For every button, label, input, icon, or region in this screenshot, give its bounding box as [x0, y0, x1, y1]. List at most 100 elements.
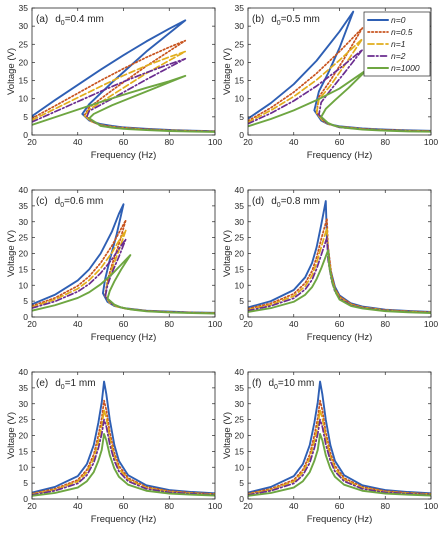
series-group	[32, 203, 215, 315]
series-line	[248, 380, 431, 495]
panel-label: (d) d0=0.8 mm	[252, 196, 320, 209]
x-tick-label: 100	[208, 319, 222, 329]
x-axis-label: Frequency (Hz)	[307, 150, 372, 161]
x-tick-label: 60	[119, 501, 129, 511]
param-subscript: 0	[274, 384, 278, 391]
param-subscript: 0	[60, 202, 64, 209]
panel-label: (a) d0=0.4 mm	[36, 14, 104, 27]
y-tick-label: 20	[235, 249, 245, 259]
legend-label: n=0.5	[391, 27, 413, 37]
x-tick-label: 40	[73, 501, 83, 511]
series-group	[248, 380, 431, 497]
y-tick-label: 0	[239, 130, 244, 140]
y-tick-label: 40	[235, 367, 245, 377]
y-tick-label: 35	[19, 383, 29, 393]
y-tick-label: 30	[235, 399, 245, 409]
param-symbol: d	[271, 196, 277, 207]
x-tick-label: 20	[243, 137, 253, 147]
param-value: =10 mm	[278, 378, 314, 389]
series-group	[32, 19, 215, 133]
series-line	[32, 254, 215, 315]
param-value: =0.5 mm	[281, 14, 320, 25]
x-tick-label: 80	[381, 501, 391, 511]
y-tick-label: 20	[235, 431, 245, 441]
x-axis-label: Frequency (Hz)	[307, 332, 372, 343]
param-value: =1 mm	[65, 378, 96, 389]
series-line	[248, 432, 431, 497]
series-group	[248, 200, 431, 314]
x-tick-label: 40	[289, 319, 299, 329]
x-tick-label: 20	[243, 319, 253, 329]
param-subscript: 0	[277, 202, 281, 209]
y-tick-label: 15	[235, 264, 245, 274]
plot-area	[248, 372, 431, 499]
y-tick-label: 5	[239, 296, 244, 306]
y-tick-label: 10	[235, 280, 245, 290]
y-axis-label: Voltage (V)	[222, 48, 233, 95]
x-tick-label: 80	[165, 319, 175, 329]
y-tick-label: 40	[19, 185, 29, 195]
param-symbol: d	[55, 196, 61, 207]
x-tick-label: 40	[289, 137, 299, 147]
param-value: =0.6 mm	[64, 196, 103, 207]
series-line	[32, 432, 215, 497]
param-value: =0.8 mm	[281, 196, 320, 207]
panel-letter: (e)	[36, 378, 48, 389]
param-subscript: 0	[61, 384, 65, 391]
y-axis-label: Voltage (V)	[6, 230, 17, 277]
x-tick-label: 40	[73, 319, 83, 329]
y-tick-label: 25	[19, 415, 29, 425]
y-axis-label: Voltage (V)	[222, 230, 233, 277]
y-tick-label: 0	[239, 312, 244, 322]
param-value: =0.4 mm	[65, 14, 104, 25]
y-axis-label: Voltage (V)	[6, 48, 17, 95]
series-line	[32, 418, 215, 496]
series-line	[248, 249, 431, 314]
x-tick-label: 20	[27, 501, 37, 511]
panel-letter: (c)	[36, 196, 48, 207]
y-tick-label: 25	[19, 39, 29, 49]
x-tick-label: 60	[335, 319, 345, 329]
y-tick-label: 0	[239, 494, 244, 504]
y-tick-label: 5	[23, 296, 28, 306]
y-tick-label: 20	[19, 57, 29, 67]
panel: 20 40 60 80 100 0 5 10 15 20 25 30 35 40 Frequency (Hz…	[222, 185, 438, 343]
y-tick-label: 10	[19, 94, 29, 104]
panel-label: (b) d0=0.5 mm	[252, 14, 320, 27]
y-tick-label: 35	[235, 201, 245, 211]
series-group	[248, 10, 431, 133]
panel: 20 40 60 80 100 0 5 10 15 20 25 30 35 Frequency (Hz) V…	[6, 3, 222, 161]
panel-letter: (f)	[252, 378, 261, 389]
x-tick-label: 100	[424, 319, 438, 329]
series-line	[248, 68, 431, 133]
y-tick-label: 35	[19, 3, 29, 13]
panel-label: (f) d0=10 mm	[252, 378, 314, 391]
x-tick-label: 100	[424, 137, 438, 147]
y-tick-label: 40	[19, 367, 29, 377]
x-tick-label: 60	[119, 137, 129, 147]
x-tick-label: 100	[208, 501, 222, 511]
param-symbol: d	[271, 14, 277, 25]
x-axis-label: Frequency (Hz)	[307, 514, 372, 525]
series-line	[32, 74, 215, 133]
panel-label: (c) d0=0.6 mm	[36, 196, 103, 209]
x-axis-label: Frequency (Hz)	[91, 150, 156, 161]
y-tick-label: 5	[239, 112, 244, 122]
y-tick-label: 5	[239, 478, 244, 488]
y-axis-label: Voltage (V)	[6, 412, 17, 459]
y-tick-label: 35	[235, 383, 245, 393]
y-tick-label: 25	[235, 415, 245, 425]
panel: 20 40 60 80 100 0 5 10 15 20 25 30 35 40 Frequency (Hz…	[6, 367, 222, 525]
x-tick-label: 40	[289, 501, 299, 511]
y-tick-label: 15	[235, 446, 245, 456]
legend-label: n=0	[391, 15, 406, 25]
y-tick-label: 35	[235, 3, 245, 13]
y-tick-label: 15	[235, 76, 245, 86]
series-line	[248, 418, 431, 496]
y-tick-label: 30	[235, 217, 245, 227]
x-tick-label: 60	[335, 501, 345, 511]
y-tick-label: 30	[19, 399, 29, 409]
y-tick-label: 10	[235, 462, 245, 472]
x-tick-label: 60	[335, 137, 345, 147]
